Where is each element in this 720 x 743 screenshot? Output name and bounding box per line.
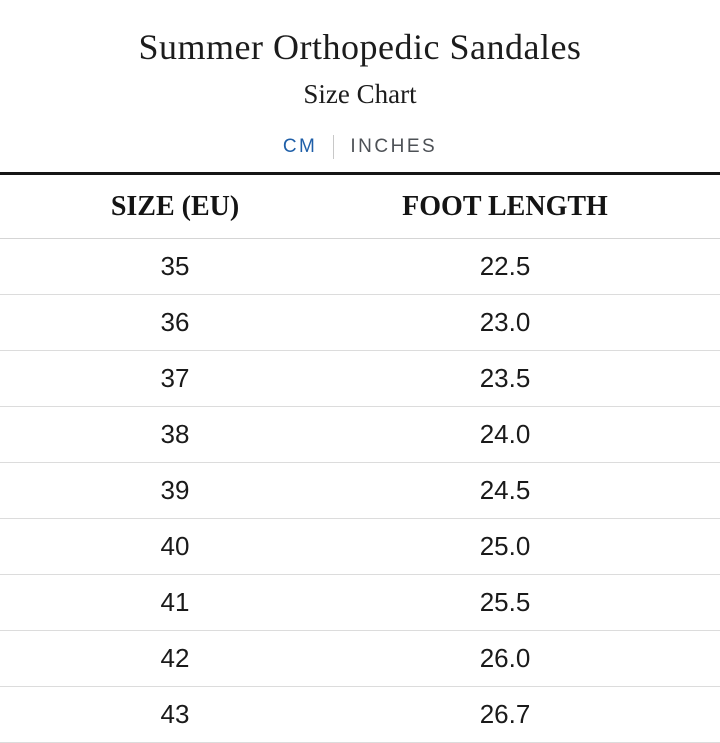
size-table-body: 35 22.5 36 23.0 37 23.5 38 24.0 39 24.5 40 25.0 41 25…: [0, 238, 720, 743]
foot-length-cell: 24.5: [350, 462, 720, 519]
size-table-head: SIZE (EU) FOOT LENGTH: [0, 175, 720, 239]
page-subtitle: Size Chart: [303, 79, 417, 109]
size-eu-cell: 36: [0, 294, 350, 351]
table-row: 35 22.5: [0, 238, 720, 295]
foot-length-cell: 25.0: [350, 518, 720, 575]
table-header-row: SIZE (EU) FOOT LENGTH: [0, 175, 720, 239]
page-title: Summer Orthopedic Sandales: [138, 27, 582, 67]
table-row: 36 23.0: [0, 294, 720, 351]
column-header-size-eu: SIZE (EU): [0, 175, 350, 239]
foot-length-cell: 22.5: [350, 238, 720, 295]
unit-toggle: CM INCHES: [0, 134, 720, 160]
foot-length-cell: 26.7: [350, 686, 720, 743]
table-row: 37 23.5: [0, 350, 720, 407]
size-eu-cell: 35: [0, 238, 350, 295]
table-row: 40 25.0: [0, 518, 720, 575]
size-eu-cell: 39: [0, 462, 350, 519]
foot-length-cell: 23.0: [350, 294, 720, 351]
table-row: 41 25.5: [0, 574, 720, 631]
foot-length-cell: 26.0: [350, 630, 720, 687]
size-eu-cell: 43: [0, 686, 350, 743]
foot-length-cell: 25.5: [350, 574, 720, 631]
column-header-foot-length: FOOT LENGTH: [350, 175, 720, 239]
size-chart-header: Summer Orthopedic Sandales Size Chart CM…: [0, 0, 720, 160]
foot-length-cell: 23.5: [350, 350, 720, 407]
size-eu-cell: 42: [0, 630, 350, 687]
size-eu-cell: 40: [0, 518, 350, 575]
table-row: 39 24.5: [0, 462, 720, 519]
size-eu-cell: 41: [0, 574, 350, 631]
foot-length-cell: 24.0: [350, 406, 720, 463]
table-row: 42 26.0: [0, 630, 720, 687]
unit-option-cm[interactable]: CM: [282, 136, 318, 157]
size-eu-cell: 38: [0, 406, 350, 463]
header-divider-line: [0, 172, 720, 175]
table-row: 38 24.0: [0, 406, 720, 463]
size-eu-cell: 37: [0, 350, 350, 407]
size-chart-table: SIZE (EU) FOOT LENGTH 35 22.5 36 23.0 37 23.5…: [0, 175, 720, 743]
table-row: 43 26.7: [0, 686, 720, 743]
unit-option-inches[interactable]: INCHES: [350, 136, 438, 157]
unit-toggle-divider: [333, 135, 335, 159]
